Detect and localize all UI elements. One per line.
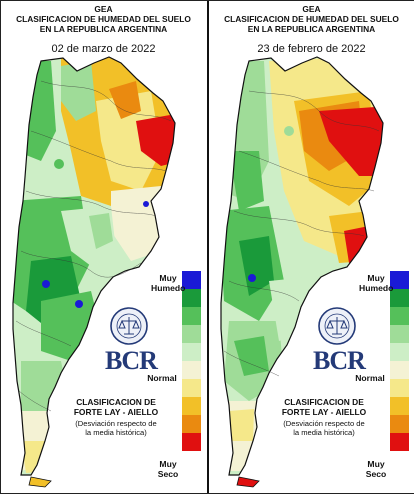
legend-swatch	[390, 379, 409, 397]
map-panel-right: GEA CLASIFICACION DE HUMEDAD DEL SUELO E…	[207, 1, 414, 493]
legend-bottom-label-right: Muy Seco	[361, 459, 391, 479]
legend-bottom-word-2: Seco	[157, 469, 179, 479]
argentina-map-right	[220, 56, 384, 488]
legend-swatch	[182, 379, 201, 397]
legend-swatch	[390, 361, 409, 379]
legend-swatch	[182, 343, 201, 361]
legend-bottom-word-2: Seco	[365, 469, 387, 479]
legend-swatch	[390, 289, 409, 307]
title-line-2: EN LA REPUBLICA ARGENTINA	[39, 24, 168, 34]
legend-swatch	[182, 397, 201, 415]
method-line-1: CLASIFICACION DE	[284, 397, 364, 407]
legend-swatch	[390, 433, 409, 451]
bcr-logo: BCR	[105, 346, 158, 375]
legend-top-word-1: Muy	[367, 273, 385, 283]
legend-top-word-2: Humedo	[151, 283, 186, 293]
legend-swatch	[390, 415, 409, 433]
method-line-1: CLASIFICACION DE	[76, 397, 156, 407]
title-source: GEA	[302, 4, 321, 14]
title-source: GEA	[94, 4, 113, 14]
legend-scale-left	[182, 271, 201, 451]
legend-bottom-label-left: Muy Seco	[153, 459, 183, 479]
legend-middle-label-left: Normal	[147, 373, 177, 383]
legend-swatch	[390, 325, 409, 343]
argentina-map-left	[12, 56, 176, 488]
legend-swatch	[390, 271, 409, 289]
legend-middle-label-right: Normal	[355, 373, 385, 383]
legend-top-label-left: Muy Humedo	[151, 273, 185, 293]
method-line-2: FORTE LAY - AIELLO	[73, 407, 159, 417]
deviation-note-right: (Desviación respecto de la media históri…	[269, 419, 379, 437]
legend-swatch	[390, 343, 409, 361]
bcr-seal-icon	[110, 307, 148, 345]
legend-bottom-word-1: Muy	[367, 459, 385, 469]
legend-swatch	[182, 415, 201, 433]
deviation-note-left: (Desviación respecto de la media históri…	[61, 419, 171, 437]
legend-swatch	[182, 271, 201, 289]
map-title-left: GEA CLASIFICACION DE HUMEDAD DEL SUELO E…	[1, 4, 206, 34]
title-line-1: CLASIFICACION DE HUMEDAD DEL SUELO	[224, 14, 399, 24]
legend-swatch	[182, 433, 201, 451]
deviation-line-1: (Desviación respecto de	[283, 419, 365, 428]
legend-swatch	[390, 307, 409, 325]
legend-top-word-1: Muy	[159, 273, 177, 283]
map-date-right: 23 de febrero de 2022	[257, 43, 366, 55]
title-line-1: CLASIFICACION DE HUMEDAD DEL SUELO	[16, 14, 191, 24]
legend-swatch	[390, 397, 409, 415]
title-line-2: EN LA REPUBLICA ARGENTINA	[247, 24, 376, 34]
deviation-line-2: la media histórica)	[85, 428, 147, 437]
legend-swatch	[182, 325, 201, 343]
legend-swatch	[182, 289, 201, 307]
deviation-line-2: la media histórica)	[293, 428, 355, 437]
map-panel-left: GEA CLASIFICACION DE HUMEDAD DEL SUELO E…	[1, 1, 206, 493]
bcr-seal-icon	[318, 307, 356, 345]
legend-scale-right	[390, 271, 409, 451]
method-label-left: CLASIFICACION DE FORTE LAY - AIELLO	[61, 397, 171, 417]
method-label-right: CLASIFICACION DE FORTE LAY - AIELLO	[269, 397, 379, 417]
deviation-line-1: (Desviación respecto de	[75, 419, 157, 428]
bcr-logo: BCR	[313, 346, 366, 375]
map-date-left: 02 de marzo de 2022	[51, 43, 156, 55]
legend-swatch	[182, 361, 201, 379]
legend-bottom-word-1: Muy	[159, 459, 177, 469]
method-line-2: FORTE LAY - AIELLO	[281, 407, 367, 417]
legend-swatch	[182, 307, 201, 325]
legend-top-word-2: Humedo	[359, 283, 394, 293]
legend-top-label-right: Muy Humedo	[359, 273, 393, 293]
map-title-right: GEA CLASIFICACION DE HUMEDAD DEL SUELO E…	[209, 4, 414, 34]
